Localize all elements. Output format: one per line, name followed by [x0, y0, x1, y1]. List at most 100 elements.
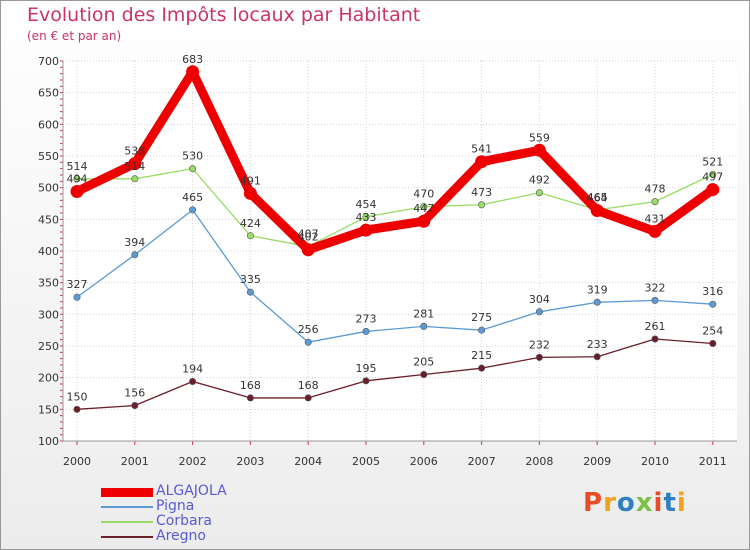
data-label: 322: [645, 281, 666, 294]
data-label: 256: [298, 323, 319, 336]
logo-letter: i: [653, 488, 664, 518]
y-tick-label: 300: [38, 308, 59, 321]
data-point: [131, 251, 139, 259]
series-line-aregno: [76, 338, 714, 410]
data-label: 156: [124, 387, 145, 400]
data-label: 465: [182, 191, 203, 204]
data-label: 273: [356, 312, 377, 325]
data-point: [73, 293, 81, 301]
data-label: 530: [182, 150, 203, 163]
data-point: [478, 326, 486, 334]
y-tick-label: 500: [38, 182, 59, 195]
data-label: 205: [413, 356, 434, 369]
data-label: 431: [645, 212, 666, 225]
data-point: [189, 165, 197, 173]
data-point: [246, 288, 254, 296]
legend-swatch: [101, 506, 153, 508]
data-point: [535, 189, 543, 197]
data-point: [535, 308, 543, 316]
logo-letter: i: [676, 488, 687, 518]
y-tick-label: 550: [38, 150, 59, 163]
chart-title: Evolution des Impôts locaux par Habitant: [27, 4, 421, 26]
x-tick-label: 2006: [410, 455, 438, 468]
data-point: [532, 143, 546, 157]
x-tick-label: 2004: [294, 455, 322, 468]
data-point: [651, 198, 659, 206]
x-tick-label: 2007: [468, 455, 496, 468]
data-label: 254: [702, 324, 723, 337]
data-label: 514: [124, 160, 145, 173]
data-point: [420, 370, 428, 378]
legend-label: Pigna: [156, 498, 195, 514]
data-point: [70, 184, 84, 198]
proxiti-logo: Proxiti: [583, 488, 687, 518]
x-tick-label: 2002: [179, 455, 207, 468]
data-label: 233: [587, 338, 608, 351]
data-point: [420, 203, 428, 211]
data-label: 494: [67, 172, 88, 185]
data-point: [648, 224, 662, 238]
x-tick-label: 2001: [121, 455, 149, 468]
data-label: 150: [67, 390, 88, 403]
legend-label: ALGAJOLA: [156, 483, 227, 499]
data-label: 478: [645, 183, 666, 196]
data-label: 316: [702, 285, 723, 298]
data-label: 491: [240, 174, 261, 187]
data-point: [651, 335, 659, 343]
data-label: 195: [356, 362, 377, 375]
data-label: 559: [529, 131, 550, 144]
data-point: [709, 170, 717, 178]
x-tick-label: 2003: [236, 455, 264, 468]
data-point: [128, 157, 142, 171]
data-point: [417, 214, 431, 228]
data-point: [535, 353, 543, 361]
data-point: [73, 405, 81, 413]
y-tick-label: 200: [38, 372, 59, 385]
x-tick-label: 2008: [525, 455, 553, 468]
data-point: [362, 213, 370, 221]
data-label: 683: [182, 53, 203, 66]
data-label: 470: [413, 188, 434, 201]
data-label: 232: [529, 338, 550, 351]
data-point: [189, 206, 197, 214]
data-point: [651, 296, 659, 304]
legend-label: Aregno: [156, 528, 206, 544]
series-line-algajola: [72, 67, 718, 255]
data-point: [475, 155, 489, 169]
logo-letter: x: [635, 488, 654, 518]
series-line-corbara: [76, 168, 714, 248]
y-tick-label: 400: [38, 245, 59, 258]
data-point: [246, 394, 254, 402]
y-tick-label: 150: [38, 403, 59, 416]
data-label: 194: [182, 362, 203, 375]
data-label: 492: [529, 174, 550, 187]
data-label: 402: [298, 231, 319, 244]
x-tick-label: 2000: [63, 455, 91, 468]
data-point: [590, 203, 604, 217]
data-point: [478, 201, 486, 209]
y-tick-label: 350: [38, 277, 59, 290]
data-label: 433: [356, 211, 377, 224]
y-tick-label: 100: [38, 435, 59, 448]
data-label: 447: [413, 202, 434, 215]
data-label: 394: [124, 236, 145, 249]
data-label: 541: [471, 143, 492, 156]
data-label: 454: [356, 198, 377, 211]
data-label: 304: [529, 293, 550, 306]
data-label: 168: [298, 379, 319, 392]
data-point: [709, 339, 717, 347]
data-label: 514: [67, 160, 88, 173]
x-tick-label: 2010: [641, 455, 669, 468]
data-point: [359, 223, 373, 237]
data-label: 327: [67, 278, 88, 291]
data-label: 335: [240, 273, 261, 286]
data-point: [73, 175, 81, 183]
y-tick-label: 650: [38, 87, 59, 100]
legend-swatch: [101, 521, 153, 523]
data-point: [186, 65, 200, 79]
y-tick-label: 600: [38, 118, 59, 131]
data-label: 168: [240, 379, 261, 392]
data-point: [362, 377, 370, 385]
data-point: [301, 243, 315, 257]
